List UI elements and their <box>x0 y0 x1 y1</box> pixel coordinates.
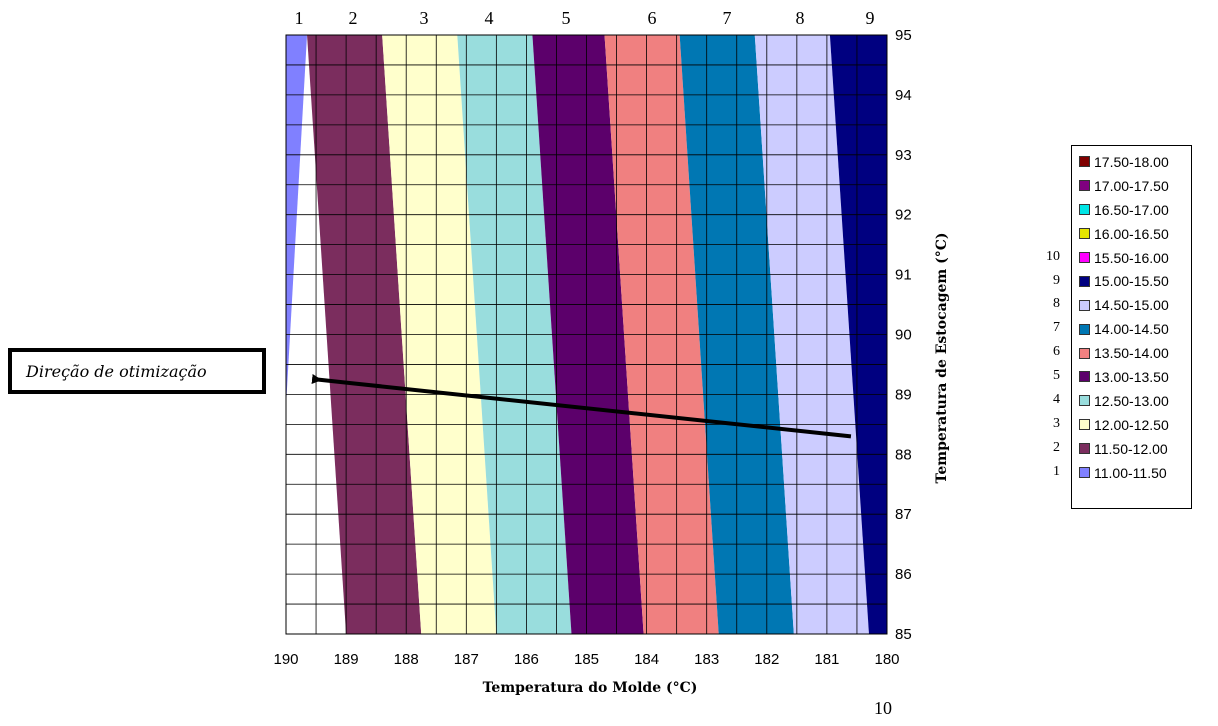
legend-label: 17.00-17.50 <box>1094 177 1169 194</box>
legend-swatch <box>1079 419 1090 431</box>
y-tick-label: 88 <box>895 446 912 463</box>
legend-swatch <box>1079 323 1090 335</box>
legend-item: 12.50-13.00 <box>1079 389 1191 413</box>
y-tick-label: 86 <box>895 566 912 583</box>
legend-swatch <box>1079 180 1090 192</box>
legend-item: 16.50-17.00 <box>1079 198 1191 222</box>
legend-swatch <box>1079 156 1090 168</box>
x-tick-label: 184 <box>634 651 659 668</box>
optimization-direction-note: Direção de otimização <box>8 348 266 394</box>
legend-label: 12.00-12.50 <box>1094 416 1169 433</box>
plot-grid <box>286 35 887 634</box>
y-axis-title: Temperatura de Estocagem (°C) <box>934 233 950 484</box>
legend-number: 7 <box>1053 320 1060 336</box>
legend-number: 10 <box>1046 248 1060 264</box>
x-tick-label: 189 <box>334 651 359 668</box>
legend-number: 2 <box>1053 439 1060 455</box>
band-number-2: 2 <box>349 8 358 28</box>
legend-label: 15.00-15.50 <box>1094 273 1169 290</box>
band-number-6: 6 <box>648 8 657 28</box>
x-tick-label: 181 <box>814 651 839 668</box>
x-tick-label: 187 <box>454 651 479 668</box>
x-tick-label: 180 <box>874 651 899 668</box>
legend-label: 16.00-16.50 <box>1094 225 1169 242</box>
band-number-7: 7 <box>723 8 732 28</box>
optimization-arrow <box>311 374 852 439</box>
y-tick-label: 89 <box>895 386 912 403</box>
legend-number: 3 <box>1053 415 1060 431</box>
legend-number: 1 <box>1053 463 1060 479</box>
legend-number: 4 <box>1053 392 1060 407</box>
legend-number: 6 <box>1053 344 1060 360</box>
legend-label: 14.50-15.00 <box>1094 297 1169 314</box>
legend-item: 17.00-17.50 <box>1079 174 1191 198</box>
legend-item: 12.00-12.50 <box>1079 413 1191 437</box>
x-axis-title: Temperatura do Molde (°C) <box>483 680 698 696</box>
legend-swatch <box>1079 204 1090 216</box>
legend-item: 14.00-14.50 <box>1079 317 1191 341</box>
legend-label: 17.50-18.00 <box>1094 153 1169 170</box>
legend-item: 15.00-15.50 <box>1079 269 1191 293</box>
optimization-direction-text: Direção de otimização <box>26 361 207 381</box>
y-tick-labels: 85 86 87 88 89 90 91 92 93 94 95 <box>895 27 912 643</box>
legend-item: 16.00-16.50 <box>1079 222 1191 246</box>
legend-item: 15.50-16.00 <box>1079 246 1191 270</box>
legend-label: 11.00-11.50 <box>1094 464 1167 481</box>
legend-item: 11.00-11.50 <box>1079 461 1191 485</box>
legend: 17.50-18.00 17.00-17.50 16.50-17.00 16.00-1… <box>1071 145 1192 509</box>
band-number-4: 4 <box>485 8 494 28</box>
x-tick-labels: 190 189 188 187 186 185 184 183 182 181 180 <box>273 651 899 668</box>
legend-number: 8 <box>1053 296 1060 312</box>
legend-label: 15.50-16.00 <box>1094 249 1169 266</box>
legend-label: 16.50-17.00 <box>1094 201 1169 218</box>
y-tick-label: 92 <box>895 207 912 224</box>
plot-border <box>285 34 888 635</box>
band-number-9: 9 <box>866 8 875 28</box>
y-tick-label: 91 <box>895 267 912 284</box>
band-numbers: 1 2 3 4 5 6 7 8 9 <box>295 8 875 28</box>
legend-swatch <box>1079 371 1090 383</box>
legend-item: 14.50-15.00 <box>1079 293 1191 317</box>
legend-swatch <box>1079 347 1090 359</box>
y-tick-label: 93 <box>895 147 912 164</box>
x-tick-label: 190 <box>273 651 298 668</box>
legend-number: 5 <box>1053 368 1060 384</box>
legend-swatch <box>1079 443 1090 455</box>
y-tick-label: 90 <box>895 327 912 344</box>
page-number: 10 <box>874 698 892 718</box>
legend-label: 12.50-13.00 <box>1094 392 1169 409</box>
legend-swatch <box>1079 467 1090 479</box>
y-tick-label: 85 <box>895 626 912 643</box>
x-tick-label: 188 <box>394 651 419 668</box>
legend-label: 13.50-14.00 <box>1094 345 1169 362</box>
legend-swatch <box>1079 275 1090 287</box>
y-tick-label: 87 <box>895 506 912 523</box>
band-1 <box>286 35 308 407</box>
x-tick-label: 182 <box>754 651 779 668</box>
band-number-1: 1 <box>295 8 304 28</box>
legend-swatch <box>1079 299 1090 311</box>
band-number-8: 8 <box>796 8 805 28</box>
band-number-3: 3 <box>420 8 429 28</box>
band-number-5: 5 <box>562 8 571 28</box>
legend-item: 13.00-13.50 <box>1079 365 1191 389</box>
legend-swatch <box>1079 228 1090 240</box>
legend-item: 11.50-12.00 <box>1079 437 1191 461</box>
legend-label: 13.00-13.50 <box>1094 368 1169 385</box>
legend-item: 13.50-14.00 <box>1079 341 1191 365</box>
legend-swatch <box>1079 252 1090 263</box>
legend-item: 17.50-18.00 <box>1079 150 1191 174</box>
legend-label: 14.00-14.50 <box>1094 321 1169 338</box>
legend-label: 11.50-12.00 <box>1094 440 1168 457</box>
y-tick-label: 95 <box>895 27 912 44</box>
x-tick-label: 183 <box>694 651 719 668</box>
legend-number: 9 <box>1053 272 1060 288</box>
x-tick-label: 185 <box>574 651 599 668</box>
legend-swatch <box>1079 395 1090 407</box>
y-tick-label: 94 <box>895 87 912 104</box>
x-tick-label: 186 <box>514 651 539 668</box>
